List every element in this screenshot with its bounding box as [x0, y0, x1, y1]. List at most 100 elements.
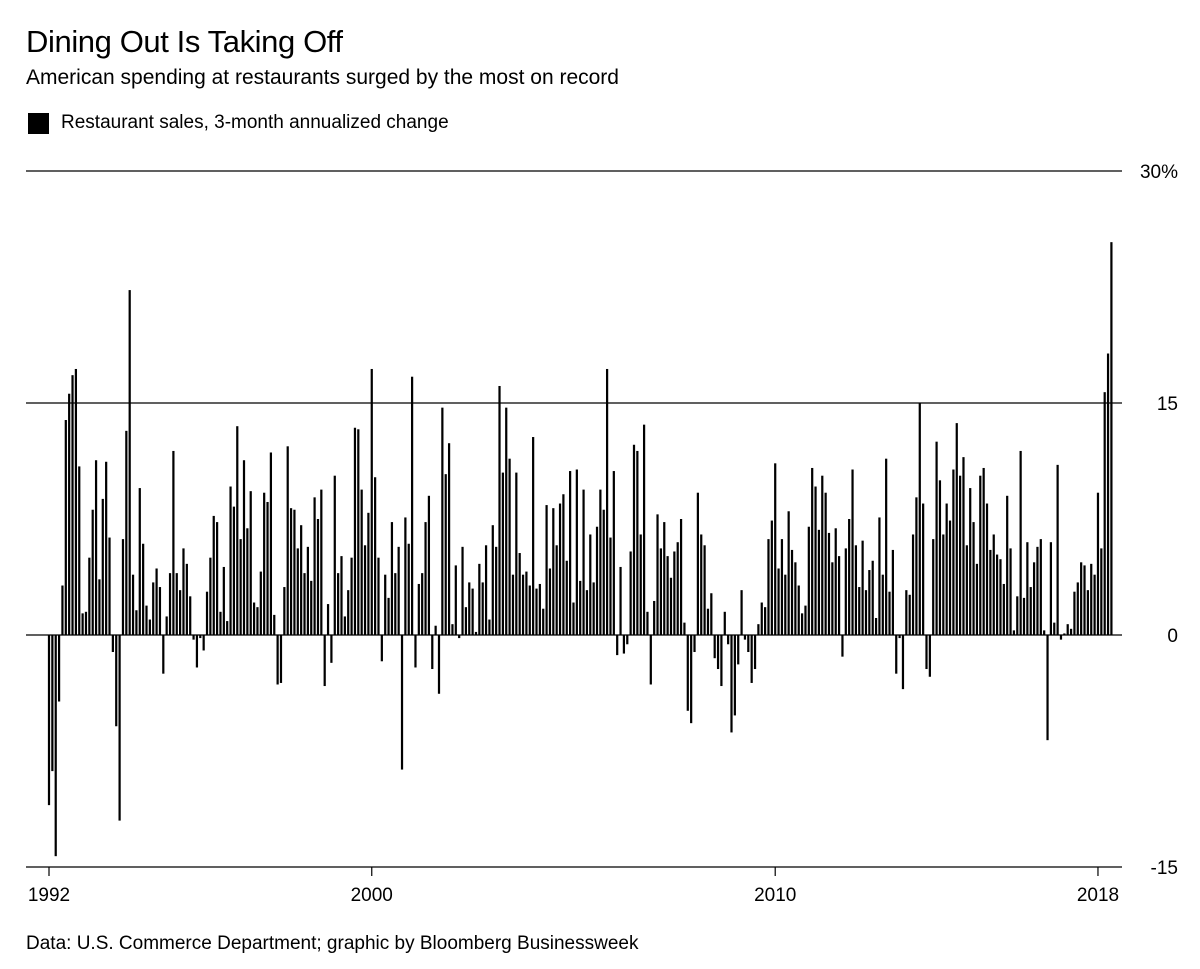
data-bar	[811, 467, 814, 635]
data-bar	[770, 520, 773, 635]
data-bar	[952, 469, 955, 635]
data-bar	[827, 532, 831, 635]
data-bar	[179, 590, 182, 635]
data-bar	[552, 508, 555, 635]
data-bar	[172, 450, 175, 635]
data-bar	[528, 585, 531, 635]
data-bar	[666, 556, 669, 635]
data-bar	[162, 635, 165, 674]
data-bar	[158, 587, 162, 635]
data-bar	[602, 509, 605, 635]
data-bar	[343, 616, 346, 635]
data-bar	[276, 635, 279, 685]
data-bar	[380, 635, 383, 662]
data-bar	[226, 621, 229, 635]
data-bar	[458, 635, 461, 639]
data-bar	[757, 624, 760, 635]
data-bar	[152, 582, 155, 635]
y-tick-label: 30%	[1140, 162, 1178, 183]
data-bar	[212, 515, 215, 635]
data-bar	[289, 508, 293, 635]
data-bar	[659, 548, 663, 635]
data-bar	[320, 489, 323, 635]
data-bar	[753, 635, 757, 670]
data-bar	[454, 565, 457, 635]
data-bar	[676, 542, 679, 635]
data-bar	[649, 635, 652, 685]
data-bar	[955, 423, 958, 635]
data-bar	[1022, 597, 1026, 635]
data-bar	[700, 534, 703, 635]
data-bar	[858, 587, 861, 635]
data-bar	[716, 635, 720, 670]
data-bar	[787, 511, 790, 635]
data-bar	[1059, 635, 1063, 640]
data-bar	[844, 548, 847, 635]
data-bar	[168, 573, 172, 635]
data-bar	[461, 546, 464, 635]
data-bar	[508, 458, 511, 635]
data-bar	[730, 635, 733, 733]
data-bar	[98, 579, 101, 635]
data-bar	[105, 461, 108, 635]
data-bar	[938, 480, 942, 635]
data-bar	[1002, 583, 1005, 635]
data-bar	[925, 635, 928, 670]
data-bar	[414, 635, 417, 668]
data-bar	[484, 545, 488, 635]
data-bar	[478, 563, 481, 635]
data-bar	[565, 560, 568, 635]
data-bar	[928, 635, 931, 677]
data-bar	[663, 522, 666, 635]
data-bar	[1103, 392, 1106, 635]
data-bar	[205, 591, 209, 635]
data-bar	[817, 529, 821, 635]
data-bar	[777, 568, 780, 635]
data-bar	[1083, 565, 1086, 635]
data-bar	[165, 616, 168, 635]
data-bar	[370, 368, 373, 635]
data-bar	[239, 539, 242, 635]
data-bar	[653, 600, 656, 635]
data-bar	[679, 519, 683, 635]
data-bar	[1086, 590, 1089, 635]
data-bar	[1106, 353, 1110, 635]
data-bar	[595, 526, 599, 635]
data-bar	[101, 498, 104, 635]
data-bar	[108, 537, 111, 635]
data-bar	[246, 528, 249, 635]
data-bar	[874, 617, 878, 635]
data-bar	[932, 539, 935, 635]
data-bar	[626, 635, 629, 645]
data-bar	[340, 556, 343, 635]
data-bar	[969, 488, 972, 635]
data-bar	[935, 441, 938, 635]
data-bar	[642, 424, 646, 635]
data-bar	[1039, 539, 1042, 635]
data-bar	[972, 522, 975, 635]
data-bar	[962, 457, 965, 635]
data-bar	[54, 635, 57, 857]
data-bar	[1046, 635, 1049, 741]
data-bar	[693, 635, 696, 653]
data-bar	[498, 385, 501, 635]
data-bar	[1049, 542, 1053, 635]
data-bar	[727, 635, 730, 645]
data-bar	[464, 607, 468, 635]
data-bar	[491, 525, 494, 635]
data-bar	[1090, 563, 1093, 635]
data-bar	[259, 571, 262, 635]
data-bar	[451, 624, 454, 635]
data-bar	[733, 635, 736, 716]
data-bar	[585, 590, 589, 635]
data-bar	[424, 522, 427, 635]
data-bar	[397, 546, 400, 635]
data-bar	[360, 489, 363, 635]
data-bar	[78, 466, 81, 635]
data-bar	[895, 635, 898, 674]
data-bar	[131, 574, 135, 635]
data-bar	[750, 635, 753, 683]
data-bar	[881, 574, 884, 635]
data-bar	[673, 551, 676, 635]
data-bar	[1093, 574, 1096, 635]
